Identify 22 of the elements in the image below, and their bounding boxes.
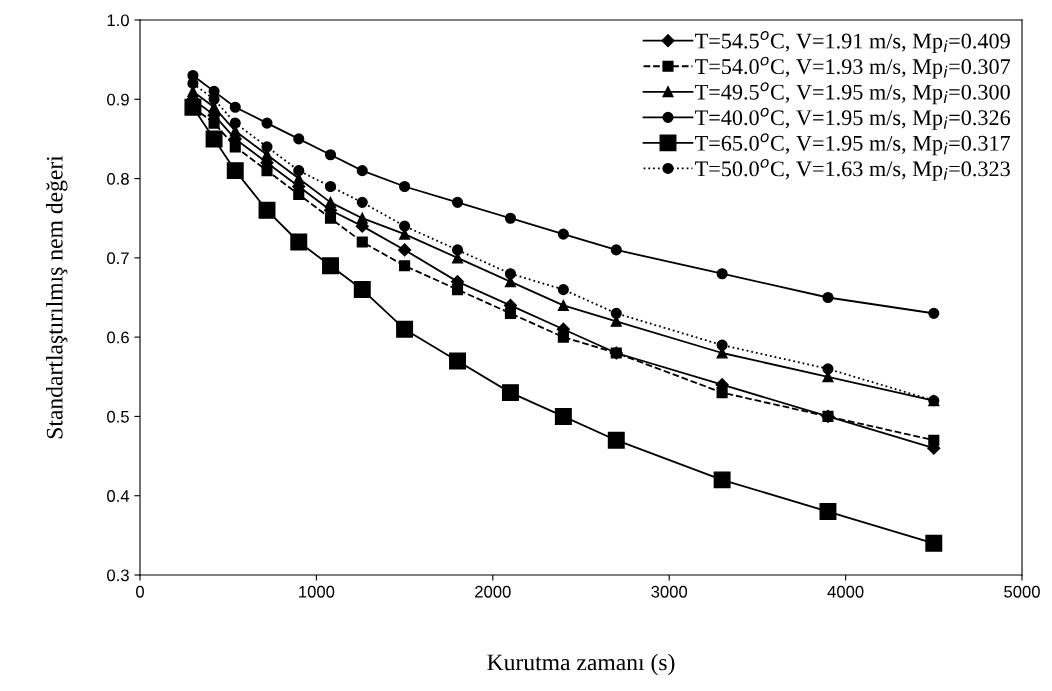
- y-tick-label: 0.4: [107, 490, 130, 502]
- y-tick-label: 0.9: [107, 93, 129, 106]
- legend-label: T=54.5$^{o}$C, V=1.91 m/s, Mp$_{i}$=0.409: [695, 31, 1010, 54]
- y-axis-title: Standartlaştırılmış nem değeri: [46, 155, 68, 439]
- y-tick-label: 0.6: [107, 331, 129, 344]
- x-tick-label: 0: [136, 585, 144, 598]
- x-tick-label: 5000: [1004, 585, 1040, 598]
- y-tick-label: 0.7: [107, 252, 129, 265]
- x-tick-label: 1000: [299, 585, 335, 598]
- y-tick-label: 0.5: [107, 410, 129, 423]
- legend-label: T=65.0$^{o}$C, V=1.95 m/s, Mp$_{i}$=0.317: [695, 133, 1011, 156]
- legend-label: T=50.0$^{o}$C, V=1.63 m/s, Mp$_{i}$=0.323: [695, 158, 1010, 181]
- x-tick-label: 2000: [475, 585, 511, 598]
- y-tick-label: 1.0: [107, 14, 129, 27]
- legend-label: T=54.0$^{o}$C, V=1.93 m/s, Mp$_{i}$=0.307: [695, 56, 1011, 79]
- x-tick-label: 4000: [827, 585, 864, 598]
- y-tick-label: 0.8: [107, 172, 129, 185]
- x-axis-title: Kurutma zamanı (s): [487, 653, 675, 676]
- x-tick-label: 3000: [651, 585, 688, 598]
- legend-label: T=40.0$^{o}$C, V=1.95 m/s, Mp$_{i}$=0.326: [695, 107, 1011, 130]
- legend-label: T=49.5$^{o}$C, V=1.95 m/s, Mp$_{i}$=0.300: [695, 82, 1010, 105]
- y-tick-label: 0.3: [107, 569, 129, 582]
